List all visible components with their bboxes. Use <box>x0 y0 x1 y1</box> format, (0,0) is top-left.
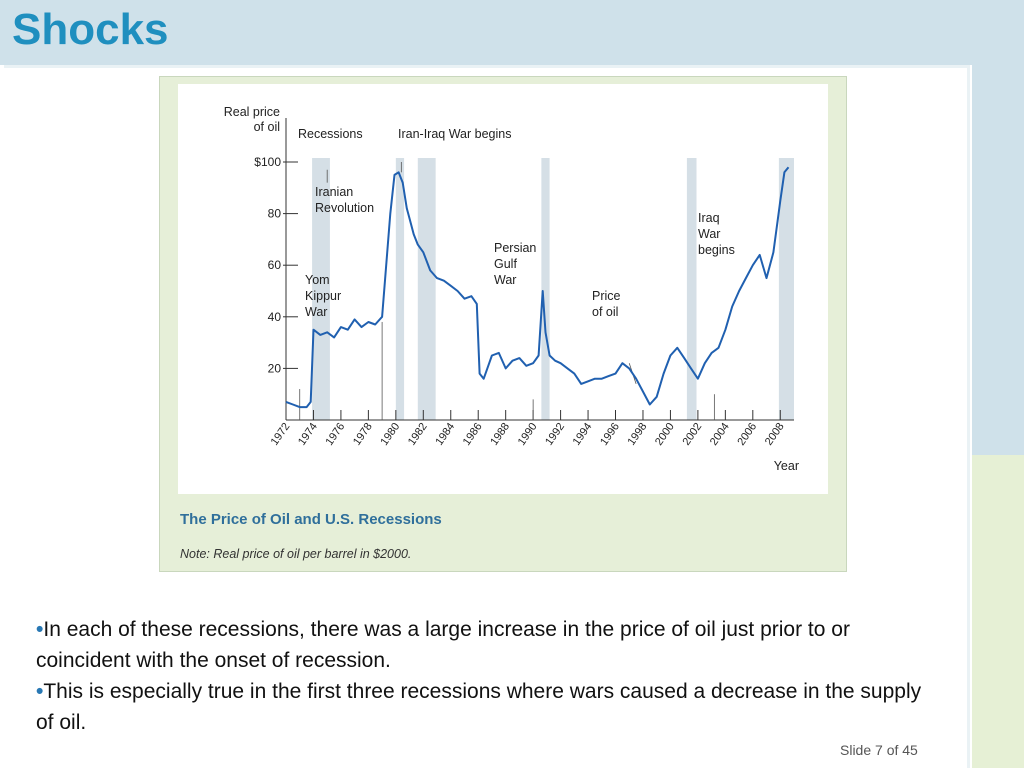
x-axis-label: Year <box>774 459 799 473</box>
header-band <box>0 0 1024 65</box>
x-tick-label: 1984 <box>433 421 457 448</box>
y-tick-label: 80 <box>268 207 282 221</box>
recession-band <box>686 158 697 420</box>
x-tick-label: 2004 <box>708 421 732 448</box>
x-tick-label: 2000 <box>653 421 677 448</box>
x-tick-label: 2006 <box>735 421 759 448</box>
right-accent-band-blue <box>972 65 1024 455</box>
bullet-marker: • <box>36 680 44 703</box>
bullet-item: •This is especially true in the first th… <box>36 676 936 738</box>
annotation-label: Recessions <box>298 127 363 141</box>
x-tick-label: 1980 <box>378 421 402 448</box>
y-tick-label: 20 <box>268 361 282 375</box>
annotation-label: War <box>698 227 720 241</box>
plot-area: 20 40 60 80 $100 Real price of oil 1972 1974 1976… <box>178 84 828 494</box>
annotation-label: Yom <box>305 273 330 287</box>
oil-price-line <box>285 166 790 409</box>
annotation-label: Revolution <box>315 201 374 215</box>
y-axis-label: Real price <box>224 105 280 119</box>
x-tick-label: 1988 <box>488 421 512 448</box>
recession-band <box>417 158 436 420</box>
slide-number: Slide 7 of 45 <box>840 742 918 758</box>
recession-band <box>541 158 550 420</box>
annotation-label: of oil <box>592 305 618 319</box>
recession-band <box>395 158 405 420</box>
x-tick-label: 1974 <box>296 421 320 448</box>
x-tick-label: 1998 <box>626 421 650 448</box>
annotation-label: Iran-Iraq War begins <box>398 127 511 141</box>
x-tick-label: 1976 <box>324 421 348 448</box>
annotation-label: Iranian <box>315 185 353 199</box>
annotation-label: Persian <box>494 241 536 255</box>
annotation-label: Gulf <box>494 257 517 271</box>
x-tick-label: 1972 <box>269 421 293 448</box>
figure-caption-title: The Price of Oil and U.S. Recessions <box>180 511 442 528</box>
x-tick-label: 1996 <box>598 421 622 448</box>
right-accent-band-green <box>972 455 1024 768</box>
x-tick-label: 1994 <box>571 421 595 448</box>
y-tick-label: 60 <box>268 258 282 272</box>
slide-title: Shocks <box>12 5 169 54</box>
bullet-item: •In each of these recessions, there was … <box>36 614 936 676</box>
chart-figure: 20 40 60 80 $100 Real price of oil 1972 1974 1976… <box>159 76 847 572</box>
recession-band <box>312 158 330 420</box>
x-tick-label: 2002 <box>680 421 704 448</box>
x-tick-label: 2008 <box>763 421 787 448</box>
annotation-label: begins <box>698 243 735 257</box>
x-tick-label: 1990 <box>516 421 540 448</box>
annotation-label: Kippur <box>305 289 341 303</box>
bullet-list: •In each of these recessions, there was … <box>36 614 936 738</box>
annotation-label: War <box>305 305 327 319</box>
bullet-marker: • <box>36 618 44 641</box>
annotation-label: Iraq <box>698 211 720 225</box>
x-tick-label: 1978 <box>351 421 375 448</box>
bullet-text: In each of these recessions, there was a… <box>36 618 850 672</box>
recession-band <box>778 158 794 420</box>
annotation-label: Price <box>592 289 621 303</box>
figure-caption-note: Note: Real price of oil per barrel in $2… <box>180 547 412 561</box>
x-tick-label: 1982 <box>406 421 430 448</box>
annotation-label: War <box>494 273 516 287</box>
y-tick-label: 40 <box>268 310 282 324</box>
y-axis-label: of oil <box>254 120 280 134</box>
bullet-text: This is especially true in the first thr… <box>36 680 922 734</box>
x-tick-label: 1986 <box>461 421 485 448</box>
y-tick-label: $100 <box>254 155 281 169</box>
x-tick-label: 1992 <box>543 421 567 448</box>
